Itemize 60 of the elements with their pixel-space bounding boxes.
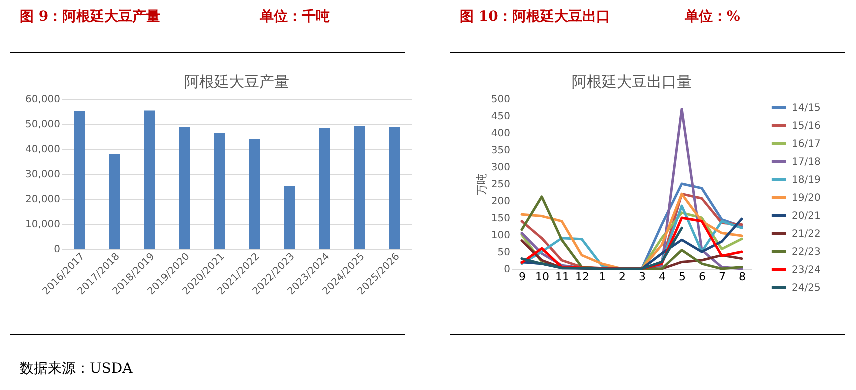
y-tick-label: 50,000 <box>26 120 60 130</box>
y-tick-label: 150 <box>491 214 510 224</box>
line-series <box>520 226 684 270</box>
bar <box>249 139 260 249</box>
caption: 图 10：阿根廷大豆出口 <box>460 8 610 26</box>
legend-label: 24/25 <box>792 283 821 294</box>
y-tick-label: 20,000 <box>26 194 60 206</box>
y-tick-label: 450 <box>491 112 510 122</box>
caption: 图 9：阿根廷大豆产量 <box>20 8 161 26</box>
x-tick-label: 9 <box>519 270 526 284</box>
y-tick-label: 40,000 <box>26 144 60 156</box>
legend-label: 20/21 <box>792 211 821 222</box>
bar <box>284 186 295 249</box>
y-tick-label: 500 <box>491 94 510 106</box>
x-tick-label: 1 <box>599 270 606 284</box>
y-tick-label: 300 <box>491 162 510 174</box>
legend-label: 18/19 <box>792 175 821 186</box>
bar <box>144 110 155 249</box>
x-tick-label: 11 <box>556 270 570 284</box>
y-axis-title: 万吨 <box>475 174 488 196</box>
y-tick-label: 250 <box>491 180 510 190</box>
bar <box>109 154 120 249</box>
legend-label: 19/20 <box>792 193 821 204</box>
text: 单位：千吨 <box>260 8 330 26</box>
y-tick-label: 0 <box>54 244 60 256</box>
x-tick-label: 2 <box>619 270 626 284</box>
x-tick-label: 3 <box>639 270 646 284</box>
chart-title: 阿根廷大豆出口量 <box>572 73 692 91</box>
legend-label: 17/18 <box>792 157 821 168</box>
x-tick-label: 7 <box>719 270 726 284</box>
legend-label: 14/15 <box>792 103 821 114</box>
y-tick-label: 50 <box>498 248 510 258</box>
legend-label: 16/17 <box>792 139 821 150</box>
bar <box>179 127 190 249</box>
bar <box>354 126 365 249</box>
x-tick-label: 4 <box>659 270 666 284</box>
y-tick-label: 60,000 <box>26 94 60 106</box>
source-note: 数据来源：USDA <box>20 360 133 378</box>
y-tick-label: 200 <box>491 196 510 208</box>
x-tick-label: 6 <box>699 270 706 284</box>
legend-label: 22/23 <box>792 247 821 258</box>
x-tick-label: 5 <box>679 270 686 284</box>
x-tick-label: 10 <box>536 270 550 284</box>
y-tick-label: 100 <box>491 230 510 242</box>
y-tick-label: 10,000 <box>26 220 60 230</box>
x-tick-label: 12 <box>576 270 590 284</box>
legend-label: 21/22 <box>792 229 821 240</box>
text: 单位：% <box>685 8 740 26</box>
y-tick-label: 0 <box>504 264 510 276</box>
bar <box>319 128 330 249</box>
y-tick-label: 350 <box>491 146 510 156</box>
y-tick-label: 30,000 <box>26 170 60 180</box>
chart-title: 阿根廷大豆产量 <box>184 73 290 91</box>
bar <box>74 112 85 249</box>
bar <box>389 128 400 249</box>
bar <box>214 134 225 249</box>
x-tick-label: 8 <box>739 270 746 284</box>
legend-label: 15/16 <box>792 121 821 132</box>
legend-label: 23/24 <box>792 265 821 276</box>
y-tick-label: 400 <box>491 128 510 140</box>
